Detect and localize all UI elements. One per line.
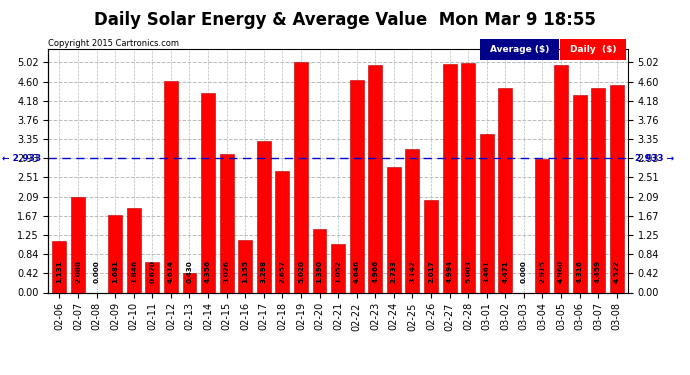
Bar	[368, 65, 382, 292]
Bar	[406, 148, 420, 292]
Text: 0.430: 0.430	[186, 260, 193, 283]
Bar	[313, 229, 326, 292]
Bar	[275, 171, 289, 292]
Bar	[127, 208, 141, 292]
Text: 2.915: 2.915	[540, 260, 546, 283]
Text: ← 2.933: ← 2.933	[2, 154, 41, 163]
Text: Average ($): Average ($)	[489, 45, 549, 54]
Bar	[52, 241, 66, 292]
Bar	[498, 88, 512, 292]
Text: 4.459: 4.459	[595, 260, 601, 283]
Text: 5.003: 5.003	[465, 260, 471, 283]
Text: 1.846: 1.846	[130, 260, 137, 283]
Bar	[294, 63, 308, 292]
Bar	[350, 80, 364, 292]
Bar	[331, 244, 345, 292]
Text: 1.390: 1.390	[317, 260, 322, 283]
Text: Daily Solar Energy & Average Value  Mon Mar 9 18:55: Daily Solar Energy & Average Value Mon M…	[94, 11, 596, 29]
Text: 3.142: 3.142	[409, 260, 415, 283]
Text: 2.933 →: 2.933 →	[635, 154, 674, 163]
Bar	[71, 197, 85, 292]
Text: 2.657: 2.657	[279, 260, 286, 283]
Text: 1.681: 1.681	[112, 260, 118, 283]
Bar	[201, 93, 215, 292]
Bar	[424, 200, 438, 292]
Bar	[442, 64, 457, 292]
Text: 4.646: 4.646	[354, 260, 359, 283]
Text: 1.155: 1.155	[242, 260, 248, 283]
Text: 2.088: 2.088	[75, 260, 81, 283]
Text: 1.052: 1.052	[335, 260, 341, 283]
Bar	[573, 95, 586, 292]
Text: 4.316: 4.316	[577, 260, 582, 283]
Bar	[164, 81, 178, 292]
Bar	[554, 65, 568, 292]
Bar	[591, 88, 605, 292]
Text: 4.994: 4.994	[446, 260, 453, 283]
Text: 4.356: 4.356	[205, 260, 211, 283]
Text: Copyright 2015 Cartronics.com: Copyright 2015 Cartronics.com	[48, 39, 179, 48]
Text: 0.000: 0.000	[94, 260, 99, 283]
Bar	[610, 86, 624, 292]
Bar	[535, 159, 549, 292]
Bar	[183, 273, 197, 292]
Text: 0.670: 0.670	[149, 260, 155, 283]
Bar	[238, 240, 252, 292]
Text: 4.522: 4.522	[613, 260, 620, 283]
Text: 1.131: 1.131	[57, 260, 63, 283]
Bar	[387, 167, 401, 292]
Text: 4.966: 4.966	[372, 260, 378, 283]
Text: 2.017: 2.017	[428, 260, 434, 283]
Text: 2.733: 2.733	[391, 260, 397, 283]
Text: Daily  ($): Daily ($)	[570, 45, 616, 54]
Bar	[219, 154, 234, 292]
Text: 4.614: 4.614	[168, 260, 174, 283]
Bar	[461, 63, 475, 292]
Text: 4.960: 4.960	[558, 260, 564, 283]
Text: 3.298: 3.298	[261, 260, 267, 283]
Bar	[257, 141, 270, 292]
Text: 5.020: 5.020	[298, 260, 304, 283]
Text: 3.461: 3.461	[484, 260, 490, 283]
Bar	[480, 134, 493, 292]
Text: 4.471: 4.471	[502, 260, 509, 283]
Bar	[108, 216, 122, 292]
Text: 3.026: 3.026	[224, 260, 230, 283]
Text: 0.000: 0.000	[521, 260, 527, 283]
Bar	[146, 262, 159, 292]
